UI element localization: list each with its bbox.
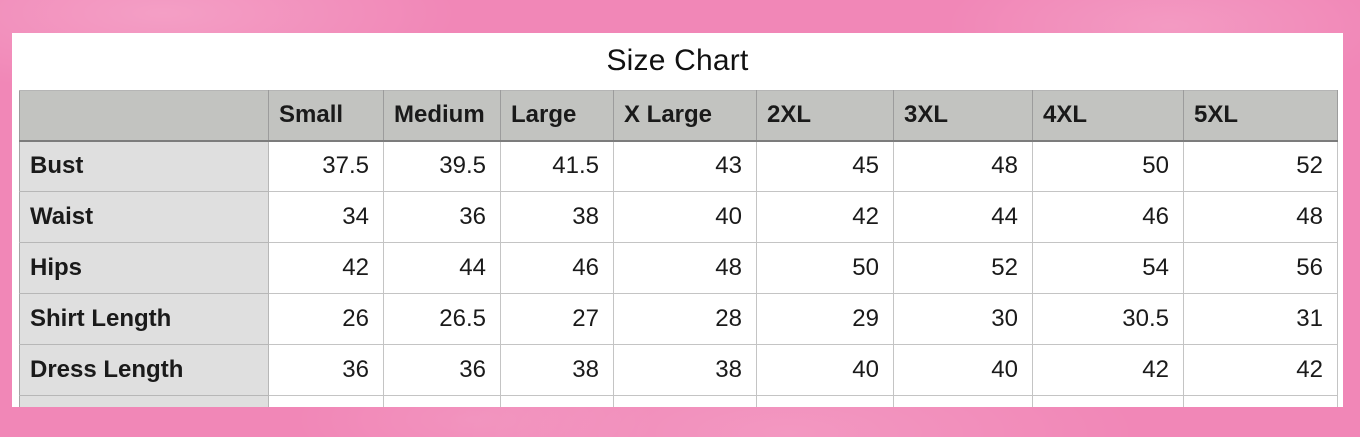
cell-value: 37.5 [268,140,384,192]
cell-value: 44 [383,242,501,294]
table-row-bust: Bust 37.5 39.5 41.5 43 45 48 50 52 [19,140,1338,192]
cell-value: 30.5 [1032,293,1184,345]
cell-value: 26 [268,293,384,345]
clipped-partial-row [19,395,1338,407]
column-header-5xl: 5XL [1183,90,1338,142]
column-header-x-large: X Large [613,90,757,142]
cell-value: 36 [383,191,501,243]
size-chart-table: Small Medium Large X Large 2XL 3XL 4XL 5… [19,90,1338,407]
cell-value: 38 [500,344,614,396]
cell-value: 40 [893,344,1033,396]
cell-value: 43 [613,140,757,192]
cell-value: 38 [613,344,757,396]
cell-value: 48 [1183,191,1338,243]
cell-value: 28 [613,293,757,345]
column-header-small: Small [268,90,384,142]
column-header-large: Large [500,90,614,142]
row-label-hips: Hips [19,242,269,294]
cell-value: 52 [893,242,1033,294]
header-row: Small Medium Large X Large 2XL 3XL 4XL 5… [19,90,1338,142]
cell-value: 48 [893,140,1033,192]
cell-value: 56 [1183,242,1338,294]
cell-value: 45 [756,140,894,192]
cell-value: 38 [500,191,614,243]
column-header-4xl: 4XL [1032,90,1184,142]
table-row-hips: Hips 42 44 46 48 50 52 54 56 [19,242,1338,294]
cell-value: 50 [756,242,894,294]
cell-value: 46 [1032,191,1184,243]
cell-value: 54 [1032,242,1184,294]
cell-value: 40 [756,344,894,396]
cell-value: 39.5 [383,140,501,192]
cell-value: 48 [613,242,757,294]
cell-value: 42 [268,242,384,294]
page-title: Size Chart [606,44,749,77]
column-header-2xl: 2XL [756,90,894,142]
cell-value: 40 [613,191,757,243]
cell-value: 27 [500,293,614,345]
row-label-bust: Bust [19,140,269,192]
cell-value: 46 [500,242,614,294]
cell-value: 29 [756,293,894,345]
column-header-3xl: 3XL [893,90,1033,142]
cell-value: 42 [756,191,894,243]
row-label-waist: Waist [19,191,269,243]
cell-value: 26.5 [383,293,501,345]
cell-value: 30 [893,293,1033,345]
table-row-waist: Waist 34 36 38 40 42 44 46 48 [19,191,1338,243]
cell-value: 36 [383,344,501,396]
cell-value: 50 [1032,140,1184,192]
column-header-blank [19,90,269,142]
row-label-shirt-length: Shirt Length [19,293,269,345]
cell-value: 42 [1032,344,1184,396]
row-label-dress-length: Dress Length [19,344,269,396]
cell-value: 52 [1183,140,1338,192]
size-chart-panel: Size Chart Small Medium Large X Large 2X… [12,33,1343,407]
table-row-dress-length: Dress Length 36 36 38 38 40 40 42 42 [19,344,1338,396]
cell-value: 34 [268,191,384,243]
cell-value: 41.5 [500,140,614,192]
cell-value: 36 [268,344,384,396]
cell-value: 31 [1183,293,1338,345]
table-row-shirt-length: Shirt Length 26 26.5 27 28 29 30 30.5 31 [19,293,1338,345]
cell-value: 42 [1183,344,1338,396]
column-header-medium: Medium [383,90,501,142]
cell-value: 44 [893,191,1033,243]
